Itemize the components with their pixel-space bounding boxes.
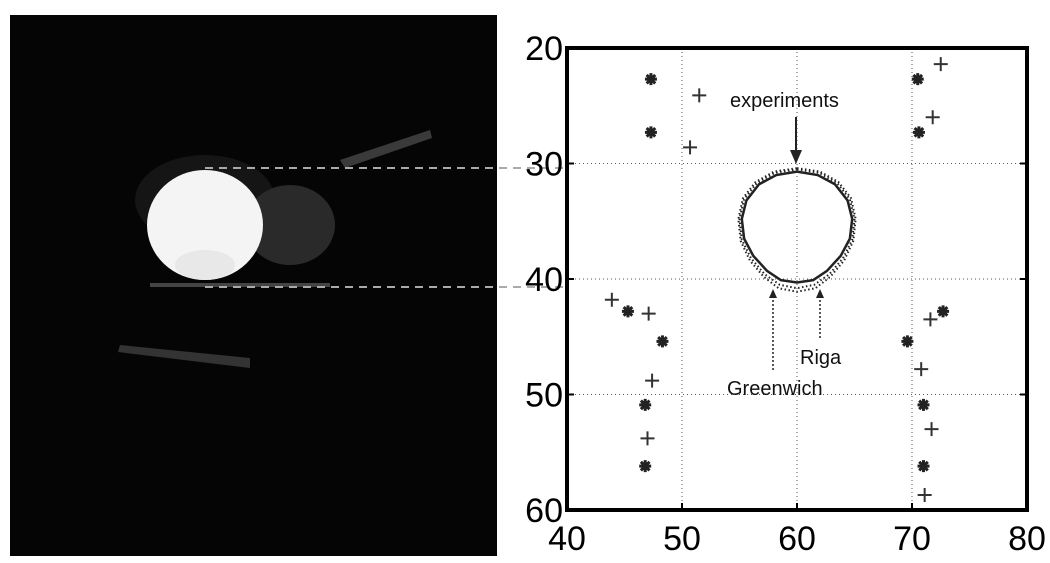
star-point (917, 398, 930, 411)
y-tick-label: 40 (525, 261, 563, 299)
plus-point (604, 292, 619, 307)
star-point (644, 73, 657, 86)
contour-line (738, 168, 856, 290)
plus-point (640, 431, 655, 446)
plus-point (917, 487, 932, 502)
star-point (639, 460, 652, 473)
annotation: Riga (800, 347, 842, 369)
y-tick-label: 30 (525, 146, 563, 184)
x-tick-label: 80 (1008, 520, 1046, 558)
annotation: Greenwich (727, 378, 823, 400)
leaders (769, 117, 824, 370)
contour-line (737, 167, 857, 293)
plus-point (933, 57, 948, 72)
photo (10, 15, 497, 556)
star-point (911, 73, 924, 86)
annotation: experiments (730, 90, 839, 112)
y-tick-label: 20 (525, 30, 563, 68)
x-tick-label: 70 (893, 520, 931, 558)
star-point (917, 460, 930, 473)
plus-point (641, 306, 656, 321)
x-tick-label: 60 (778, 520, 816, 558)
star-point (621, 305, 634, 318)
y-tick-label: 60 (525, 492, 563, 530)
star-point (912, 126, 925, 139)
x-tick-label: 40 (548, 520, 586, 558)
plus-point (914, 362, 929, 377)
star-point (901, 335, 914, 348)
plot: 40 50 60 70 80 20 30 40 50 60 (525, 30, 1046, 558)
plus-point (925, 110, 940, 125)
x-tick-label: 50 (663, 520, 701, 558)
contour-line (740, 170, 854, 284)
plot-frame (565, 46, 1029, 512)
star-point (639, 398, 652, 411)
y-tick-label: 50 (525, 377, 563, 415)
plus-point (924, 422, 939, 437)
plus-point (645, 373, 660, 388)
star-point (656, 335, 669, 348)
star-point (644, 126, 657, 139)
plus-point (683, 140, 698, 155)
star-point (937, 305, 950, 318)
plus-point (923, 312, 938, 327)
plus-point (692, 88, 707, 103)
